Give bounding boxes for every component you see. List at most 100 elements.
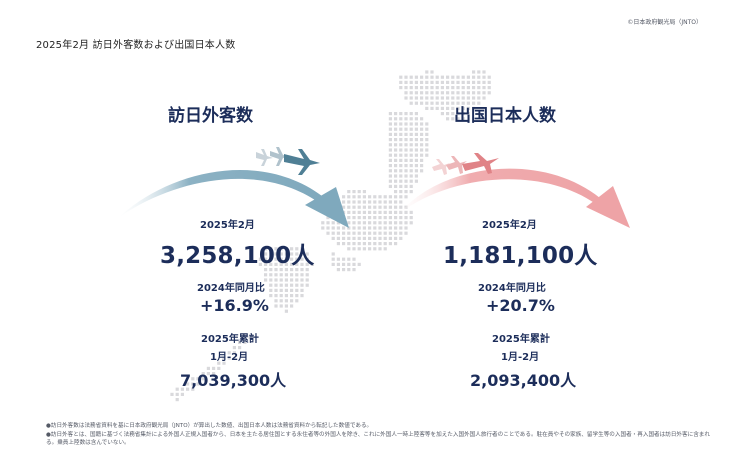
map-dot [264,278,268,282]
map-dot [482,70,486,74]
map-dot [357,190,361,194]
map-dot [383,242,387,246]
map-dot [342,268,346,272]
copyright-text: ©日本政府観光局（JNTO） [627,19,702,26]
map-dot [430,80,434,84]
map-dot [446,117,450,121]
map-dot [331,257,335,261]
map-dot [300,268,304,272]
map-dot [284,299,288,303]
map-dot [373,231,377,235]
map-dot [191,377,195,381]
map-dot [383,236,387,240]
map-dot [300,257,304,261]
map-dot [477,80,481,84]
map-dot [404,112,408,116]
map-dot [435,80,439,84]
map-dot [352,216,356,220]
map-dot [284,262,288,266]
map-dot [326,226,330,230]
map-dot [347,200,351,204]
map-dot [383,221,387,225]
map-dot [404,138,408,142]
map-dot [404,96,408,100]
map-dot [414,117,418,121]
map-dot [326,216,330,220]
map-dot [404,148,408,152]
map-dot [269,268,273,272]
map-dot [362,226,366,230]
map-dot [362,216,366,220]
map-dot [440,86,444,90]
map-dot [300,252,304,256]
map-dot [284,278,288,282]
map-dot [399,148,403,152]
outbound-yoy-label: 2024年同月比 [478,283,546,294]
map-dot [399,117,403,121]
map-dot [352,226,356,230]
map-dot [409,221,413,225]
map-dot [388,122,392,126]
map-dot [269,262,273,266]
map-dot [414,164,418,168]
map-dot [347,247,351,251]
map-dot [347,226,351,230]
map-dot [430,101,434,105]
map-dot [357,221,361,225]
map-dot [456,112,460,116]
map-dot [388,112,392,116]
map-dot [399,174,403,178]
map-dot [300,294,304,298]
map-dot [394,179,398,183]
map-dot [446,75,450,79]
map-dot [212,372,216,376]
map-dot [342,257,346,261]
map-dot [279,247,283,251]
map-dot [394,216,398,220]
map-dot [477,70,481,74]
map-dot [472,75,476,79]
map-dot [352,242,356,246]
map-dot [274,257,278,261]
map-dot [430,91,434,95]
map-dot [425,75,429,79]
map-dot [290,288,294,292]
map-dot [368,216,372,220]
map-dot [331,252,335,256]
map-dot [326,231,330,235]
map-dot [368,195,372,199]
map-dot [305,278,309,282]
map-dot [279,299,283,303]
map-dot [295,299,299,303]
map-dot [482,91,486,95]
map-dot [378,221,382,225]
inbound-arrow [118,170,322,218]
map-dot [472,101,476,105]
map-dot [373,200,377,204]
map-dot [373,242,377,246]
map-dot [461,75,465,79]
map-dot [472,80,476,84]
map-dot [336,221,340,225]
map-dot [342,262,346,266]
map-dot [414,148,418,152]
map-dot [404,117,408,121]
map-dot [279,252,283,256]
map-dot [305,273,309,277]
map-dot [409,127,413,131]
outbound-period-label: 2025年2月 [482,220,537,231]
map-dot [383,195,387,199]
map-dot [487,86,491,90]
map-dot [196,377,200,381]
map-dot [295,283,299,287]
map-dot [279,268,283,272]
map-dot [414,101,418,105]
map-dot [336,257,340,261]
map-dot [477,96,481,100]
map-dot [394,174,398,178]
map-dot [206,372,210,376]
map-dot [404,158,408,162]
map-dot [394,112,398,116]
map-dot [269,288,273,292]
map-dot [430,106,434,110]
